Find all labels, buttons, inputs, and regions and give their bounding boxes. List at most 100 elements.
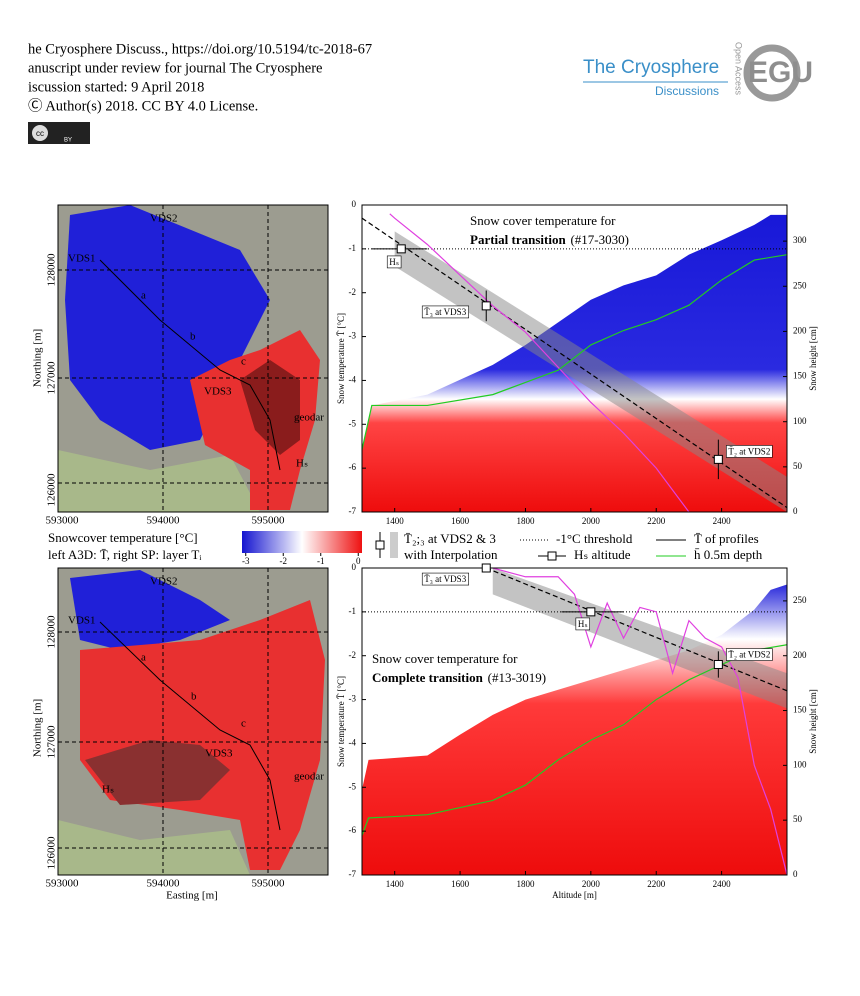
y-tick-label: -2 [349,287,357,297]
map-label: geodar [294,771,324,783]
open-access: Open Access [734,42,744,96]
colorbar-tick-label: -1 [317,556,325,566]
colorbar-tick-label: -3 [242,556,250,566]
y2-tick-label: 100 [793,416,807,426]
legend-symbol [375,540,385,550]
map-y-label: Northing [m] [32,329,44,387]
map-y-tick: 127000 [46,725,58,759]
map-terrain [58,450,260,512]
label-box [726,445,773,458]
y-tick-label: -6 [349,825,357,835]
panel-title: Snow cover temperature for [470,213,616,228]
series-line [492,568,787,875]
x-tick-label: 1400 [386,879,405,889]
map-label: VDS2 [150,576,178,588]
badge-icon [32,125,48,141]
y2-tick-label: 50 [793,461,803,471]
map-y-tick: 126000 [46,836,58,870]
x-tick-label: 1800 [516,516,535,526]
y-axis-label: Snow temperature T̄ [°C] [336,313,346,404]
map-label: VDS1 [68,253,96,265]
y2-tick-label: 250 [793,595,807,605]
y2-tick-label: 150 [793,371,807,381]
plot-area [362,568,787,875]
point-label: T̄₃ at VDS3 [424,307,466,317]
point-label: T̄₂ at VDS2 [728,650,770,660]
map-dark [240,360,300,455]
map-x-tick: 594000 [147,515,181,527]
map-label: b [191,691,197,703]
y-tick-label: -3 [349,694,357,704]
map-y-tick: 127000 [46,361,58,395]
map-x-tick: 593000 [46,878,80,890]
point-marker [586,607,596,617]
uncertainty-band [394,231,787,512]
map-y-tick: 126000 [46,473,58,507]
map-label: VDS1 [68,615,96,627]
badge-text: BY [64,138,72,144]
colorbar-tick-label: 0 [356,556,361,566]
y-tick-label: -5 [349,418,357,428]
y2-tick-label: 150 [793,705,807,715]
legend-text: with Interpolation [404,547,498,562]
colorbar-scale [242,531,362,553]
y2-tick-label: 100 [793,759,807,769]
point-marker [481,301,491,311]
y-tick-label: -1 [349,243,357,253]
map: VDS2 VDS1 a b c VDS3 geodar Hₛ 593000 594000 5950… [32,204,329,527]
y2-axis-label: Snow height [cm] [808,326,818,391]
header-line: iscussion started: 9 April 2018 [28,79,204,95]
y2-tick-label: 50 [793,814,803,824]
y2-tick-label: 200 [793,650,807,660]
legend-text: Hₛ altitude [574,547,631,562]
x-tick-label: 2200 [647,516,666,526]
x-tick-label: 1600 [451,516,470,526]
panel-title: Snow cover temperature for [372,651,518,666]
y-tick-label: 0 [352,562,357,572]
panel-subtitle: (#13-3019) [488,670,547,685]
snow-field [362,584,787,875]
point-marker [713,454,723,464]
panel-subtitle: Partial transition [470,232,566,247]
colorbar-tick-label: -2 [280,556,288,566]
map-y-tick: 128000 [46,615,58,649]
x-tick-label: 2400 [713,879,732,889]
map-x-tick: 593000 [46,515,80,527]
uncertainty-band [492,568,787,709]
header: he Cryosphere Discuss., https://doi.org/… [28,41,813,144]
point-label: T̄₂ at VDS2 [728,446,770,456]
badge-text: cc [36,129,44,138]
map-y-tick: 128000 [46,253,58,287]
legend-symbol [390,532,398,558]
x-tick-label: 2200 [647,879,666,889]
map-label: a [141,652,146,664]
map-frame [57,567,329,876]
legend-text: -1°C threshold [556,531,633,546]
y-tick-label: -4 [349,374,357,384]
y-tick-label: -7 [349,506,357,516]
label-box [575,617,591,631]
label-box [726,648,773,661]
colorbar: Snowcover temperature [°C] left A3D: T̄,… [48,530,362,562]
map-blue [70,570,230,650]
journal-section: Discussions [655,84,719,98]
y-tick-label: -5 [349,781,357,791]
x-tick-label: 2000 [582,516,601,526]
legend-text: T̄₂;₃ at VDS2 & 3 [404,531,496,546]
series-line [486,568,787,692]
map-label: geodar [294,412,324,424]
x-tick-label: 1800 [516,879,535,889]
map-x-tick: 595000 [252,878,286,890]
map-label: VDS3 [204,386,232,398]
y2-tick-label: 0 [793,869,798,879]
map-label: VDS2 [150,213,178,225]
label-box [421,572,470,586]
map-terrain [58,820,250,875]
map-dark [85,740,230,805]
map-path [99,621,281,831]
map-x-label: Easting [m] [166,890,218,902]
legend-text: h̄ 0.5m depth [694,547,763,562]
map-label: Hₛ [296,458,308,470]
colorbar-title: Snowcover temperature [°C] [48,530,198,545]
